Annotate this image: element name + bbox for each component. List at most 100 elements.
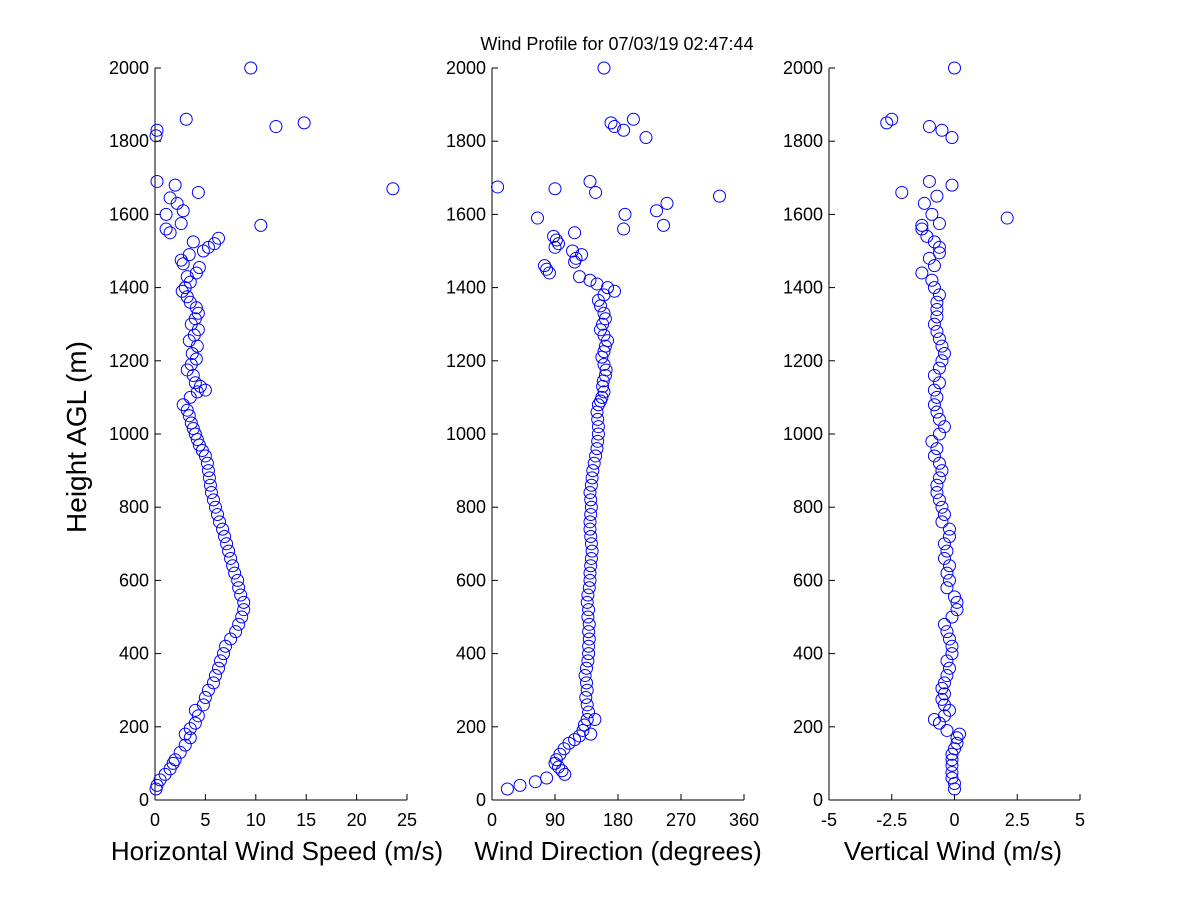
data-point [626,112,640,126]
data-point [528,775,542,789]
data-point [940,566,954,580]
data-point [580,676,593,690]
data-point [491,180,505,194]
data-point [568,733,582,747]
data-point [237,595,251,609]
data-point [269,120,283,134]
data-point [297,116,311,130]
data-point [935,464,949,478]
data-point [937,537,951,551]
data-point [204,486,218,500]
data-point [582,632,596,646]
data-point [585,471,599,485]
data-point [942,559,956,573]
data-point [201,464,215,478]
data-point [953,727,967,741]
data-point [149,129,163,143]
data-point [212,231,226,245]
data-point [580,698,594,712]
y-tick-label: 1000 [109,424,149,444]
data-point [200,456,214,470]
data-point [598,312,612,326]
data-point [584,500,598,514]
data-point [208,669,222,683]
data-point [555,764,569,778]
data-point [176,204,190,218]
data-point [937,617,951,631]
data-point [937,687,951,701]
data-point [932,332,946,346]
data-point [935,123,949,137]
x-tick-label: -2.5 [876,810,907,830]
data-point [945,747,959,761]
data-point [932,246,946,260]
data-point [513,778,527,792]
y-tick-label: 2000 [783,58,823,78]
data-point [650,204,663,218]
data-point [942,661,956,675]
data-point [591,420,605,434]
data-point [604,116,618,130]
data-point [558,767,572,781]
x-tick-label: 270 [666,810,696,830]
data-point [552,237,565,251]
data-point [548,240,562,254]
data-point [566,244,579,258]
data-point [582,647,596,661]
data-point [581,610,595,624]
data-point [580,595,594,609]
data-point [945,753,959,767]
data-point [940,723,954,737]
data-point [639,131,653,145]
data-point [617,222,631,236]
data-point [185,346,199,360]
data-point [930,303,944,317]
data-point [254,218,268,232]
data-point [212,661,226,675]
data-point [915,218,929,232]
data-point [599,363,613,377]
data-point [548,182,562,196]
data-point [582,639,596,653]
data-point [948,590,961,604]
data-point [192,260,206,274]
data-point [584,559,598,573]
data-point [937,508,951,522]
data-point [581,588,595,602]
data-point [932,427,946,441]
data-point [176,257,190,271]
data-point [950,736,964,750]
x-tick-label: 5 [200,810,210,830]
data-point [885,112,899,126]
data-point [542,266,556,280]
data-point [219,639,233,653]
data-point [597,385,611,399]
data-point [224,551,238,565]
data-point [927,281,941,295]
data-point [538,259,551,273]
data-point [584,551,598,565]
data-point [159,207,173,221]
data-point [176,398,190,412]
data-point [617,123,631,137]
data-point [950,731,964,745]
data-point [500,782,514,796]
data-point [591,427,605,441]
data-point [945,647,959,661]
data-point [922,174,936,188]
data-point [589,185,603,199]
data-point [920,229,934,243]
data-point [584,537,598,551]
y-tick-label: 1000 [446,424,486,444]
y-tick-label: 1800 [446,131,486,151]
data-point [590,442,604,456]
data-point [583,515,597,529]
data-point [925,207,939,221]
y-tick-label: 0 [139,790,149,810]
data-point [174,253,188,267]
data-point [945,131,959,145]
y-tick-label: 1800 [783,131,823,151]
data-point [945,758,959,772]
data-point [945,178,959,192]
y-tick-label: 600 [793,570,823,590]
